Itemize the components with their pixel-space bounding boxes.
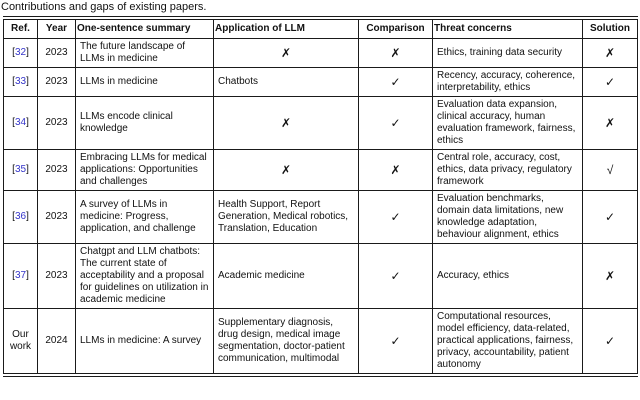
citation-link[interactable]: 37 [14,270,27,281]
cell-year: 2023 [37,67,76,97]
table-row: [33] 2023 LLMs in medicine Chatbots ✓ Recency… [3,67,638,97]
check-mark: ✓ [358,308,433,374]
header-row: Ref. Year One-sentence summary Application … [3,19,638,39]
cell-summary: Embracing LLMs for medical applications:… [75,149,214,191]
citation-bracket-open: [ [12,270,15,281]
cross-mark: ✗ [358,38,433,68]
table-top-rule [3,16,638,19]
document-page: Contributions and gaps of existing paper… [1,1,638,377]
cell-threats: Ethics, training data security [432,38,583,68]
cell-threats: Recency, accuracy, coherence, interpreta… [432,67,583,97]
citation-link[interactable]: 36 [14,211,27,222]
citation-bracket-close: ] [26,76,29,87]
check-mark: ✓ [358,243,433,309]
cross-mark: ✗ [582,38,638,68]
ref-cell: [37] [3,243,38,309]
table-row: [37] 2023 Chatgpt and LLM chatbots: The cu… [3,243,638,309]
check-mark: ✓ [582,308,638,374]
table-bottom-rule [3,374,638,377]
contributions-table: Ref. Year One-sentence summary Application … [3,19,638,374]
table-body: [32] 2023 The future landscape of LLMs in … [3,38,638,374]
cross-mark: ✗ [358,149,433,191]
ref-cell: [34] [3,96,38,150]
cell-application: Academic medicine [213,243,359,309]
citation-bracket-open: [ [12,47,15,58]
citation-bracket-close: ] [26,270,29,281]
col-header-ref: Ref. [3,19,38,39]
surd-mark: √ [582,149,638,191]
citation-bracket-close: ] [26,47,29,58]
citation-bracket-open: [ [12,76,15,87]
citation-bracket-close: ] [26,164,29,175]
cell-year: 2023 [37,149,76,191]
cross-mark: ✗ [213,149,359,191]
check-mark: ✓ [358,67,433,97]
col-header-comparison: Comparison [358,19,433,39]
table-row: Our work 2024 LLMs in medicine: A survey Su… [3,308,638,374]
cell-threats: Accuracy, ethics [432,243,583,309]
citation-bracket-open: [ [12,211,15,222]
cross-mark: ✗ [213,38,359,68]
citation-bracket-close: ] [26,117,29,128]
check-mark: ✓ [582,190,638,244]
cross-mark: ✗ [582,243,638,309]
table-row: [32] 2023 The future landscape of LLMs in … [3,38,638,68]
check-mark: ✓ [358,190,433,244]
cross-mark: ✗ [582,96,638,150]
citation-link[interactable]: 32 [14,47,27,58]
cell-year: 2024 [37,308,76,374]
cell-threats: Evaluation data expansion, clinical accu… [432,96,583,150]
ref-cell: [35] [3,149,38,191]
cell-threats: Central role, accuracy, cost, ethics, da… [432,149,583,191]
cell-summary: Chatgpt and LLM chatbots: The current st… [75,243,214,309]
cell-threats: Evaluation benchmarks, domain data limit… [432,190,583,244]
col-header-year: Year [37,19,76,39]
citation-link[interactable]: 35 [14,164,27,175]
cell-year: 2023 [37,190,76,244]
check-mark: ✓ [358,96,433,150]
ref-cell: [33] [3,67,38,97]
ref-cell: [32] [3,38,38,68]
cross-mark: ✗ [213,96,359,150]
cell-summary: LLMs in medicine [75,67,214,97]
cell-summary: The future landscape of LLMs in medicine [75,38,214,68]
table-row: [34] 2023 LLMs encode clinical knowledge ✗ ✓… [3,96,638,150]
col-header-application: Application of LLM [213,19,359,39]
cell-year: 2023 [37,38,76,68]
col-header-solution: Solution [582,19,638,39]
cell-summary: LLMs encode clinical knowledge [75,96,214,150]
cell-year: 2023 [37,96,76,150]
cell-threats: Computational resources, model efficienc… [432,308,583,374]
citation-bracket-open: [ [12,117,15,128]
table-row: [35] 2023 Embracing LLMs for medical appli… [3,149,638,191]
cell-year: 2023 [37,243,76,309]
table-container: Ref. Year One-sentence summary Application … [3,16,638,377]
citation-bracket-close: ] [26,211,29,222]
col-header-summary: One-sentence summary [75,19,214,39]
table-row: [36] 2023 A survey of LLMs in medicine: Pr… [3,190,638,244]
citation-link[interactable]: 33 [14,76,27,87]
ref-cell: [36] [3,190,38,244]
cell-summary: A survey of LLMs in medicine: Progress, … [75,190,214,244]
table-caption: Contributions and gaps of existing paper… [1,1,207,13]
citation-link[interactable]: 34 [14,117,27,128]
col-header-threats: Threat concerns [432,19,583,39]
cell-application: Health Support, Report Generation, Medic… [213,190,359,244]
cell-application: Chatbots [213,67,359,97]
check-mark: ✓ [582,67,638,97]
citation-bracket-open: [ [12,164,15,175]
ref-text: Our work [9,329,32,352]
cell-summary: LLMs in medicine: A survey [75,308,214,374]
cell-application: Supplementary diagnosis, drug design, me… [213,308,359,374]
ref-cell: Our work [3,308,38,374]
